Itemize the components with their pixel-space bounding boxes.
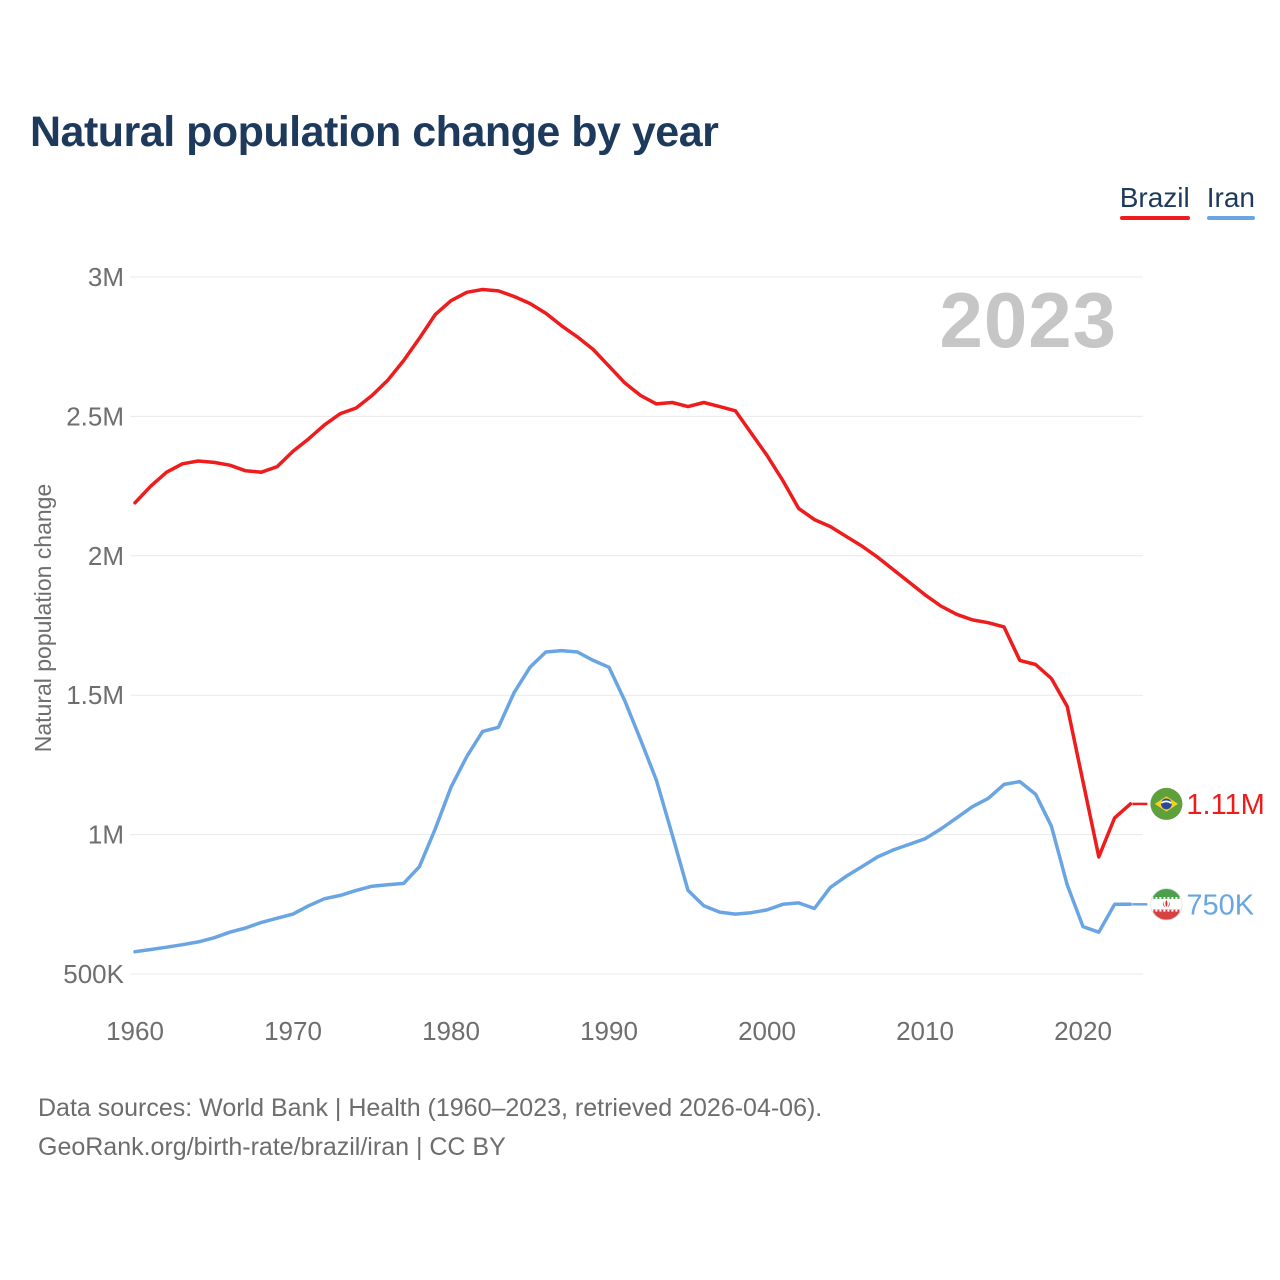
iran-flag-emblem bbox=[1163, 900, 1170, 908]
iran-flag-green-band bbox=[1150, 888, 1183, 900]
footer-sources-line: Data sources: World Bank | Health (1960–… bbox=[38, 1094, 823, 1122]
y-axis-title: Natural population change bbox=[30, 484, 56, 753]
iran-flag-rim bbox=[1150, 888, 1183, 921]
series-line-iran[interactable] bbox=[133, 648, 1133, 954]
iran-flag-red-band bbox=[1150, 909, 1183, 921]
brazil-flag-band bbox=[1160, 800, 1172, 804]
y-axis-tick-label: 500K bbox=[63, 959, 124, 989]
page-title: Natural population change by year bbox=[30, 108, 719, 156]
legend-item-brazil[interactable]: Brazil bbox=[1119, 182, 1190, 220]
series-layer bbox=[133, 287, 1148, 954]
x-axis-tick-label: 2010 bbox=[896, 1016, 954, 1046]
series-line-brazil[interactable] bbox=[133, 287, 1133, 859]
x-axis-tick-label: 1990 bbox=[580, 1016, 638, 1046]
iran-flag-icon bbox=[1150, 888, 1183, 921]
y-axis-tick-label: 2.5M bbox=[66, 401, 124, 431]
y-axis-tick-label: 3M bbox=[88, 262, 124, 292]
legend-label-iran: Iran bbox=[1206, 182, 1255, 213]
legend-item-iran[interactable]: Iran bbox=[1206, 182, 1255, 220]
legend-underline-brazil bbox=[1119, 216, 1190, 220]
footer-attribution-line: GeoRank.org/birth-rate/brazil/iran | CC … bbox=[38, 1133, 506, 1161]
x-axis-tick-label: 2020 bbox=[1054, 1016, 1112, 1046]
x-axis-tick-label: 2000 bbox=[738, 1016, 796, 1046]
grid-layer: 500K 1M 1.5M 2M 2.5M 3M bbox=[63, 262, 1143, 989]
x-axis-tick-label: 1980 bbox=[422, 1016, 480, 1046]
y-axis-tick-label: 1M bbox=[88, 820, 124, 850]
x-axis-tick-label: 1960 bbox=[106, 1016, 164, 1046]
year-watermark: 2023 bbox=[939, 276, 1117, 364]
footer: Data sources: World Bank | Health (1960–… bbox=[38, 1089, 822, 1167]
legend-label-brazil: Brazil bbox=[1119, 182, 1190, 213]
brazil-flag-icon bbox=[1150, 787, 1183, 820]
x-axis-tick-label: 1970 bbox=[264, 1016, 322, 1046]
iran-end-value-label: 750K bbox=[1186, 889, 1254, 921]
brazil-end-value-label: 1.11M bbox=[1186, 789, 1264, 821]
legend-underline-iran bbox=[1206, 216, 1255, 220]
y-axis-tick-label: 2M bbox=[88, 541, 124, 571]
y-axis-tick-label: 1.5M bbox=[66, 680, 124, 710]
brazil-flag-globe bbox=[1161, 798, 1172, 810]
legend: Brazil Iran bbox=[1119, 182, 1255, 220]
x-axis-labels: 1960 1970 1980 1990 2000 2010 2020 bbox=[106, 1016, 1112, 1046]
